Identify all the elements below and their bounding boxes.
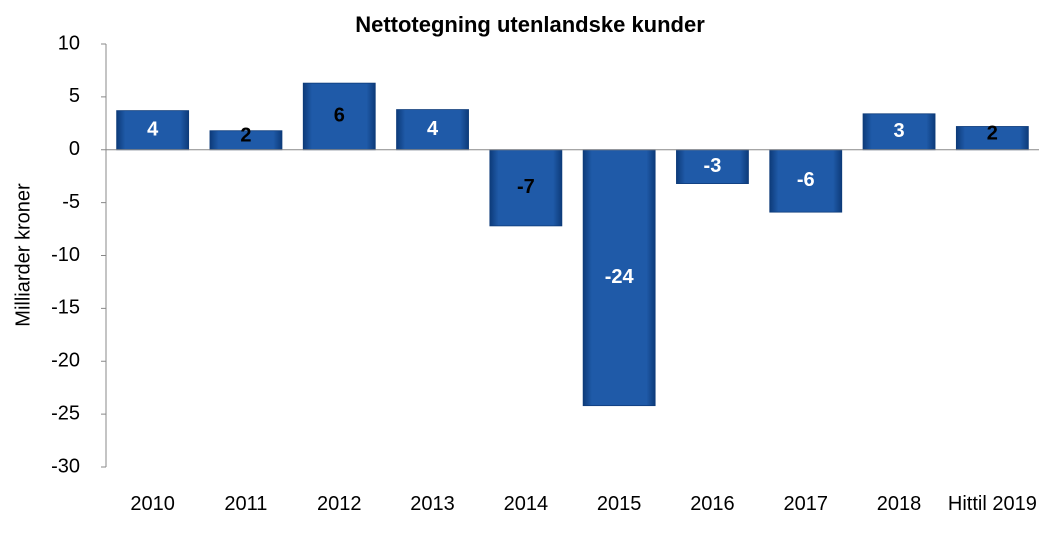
value-label: 4 (147, 118, 159, 140)
x-tick-label: 2012 (317, 493, 362, 515)
y-tick-label: 5 (69, 85, 80, 107)
value-label: 4 (427, 118, 439, 140)
x-tick-label: 2017 (783, 493, 829, 515)
x-tick-label: 2013 (410, 493, 455, 515)
value-label: -6 (797, 169, 815, 191)
x-tick-label: 2015 (596, 493, 642, 515)
bar (396, 109, 469, 151)
bar (489, 149, 563, 227)
x-tick-label: 2011 (224, 493, 268, 515)
value-label: -7 (517, 176, 535, 198)
chart-title: Nettotegning utenlandske kunder (355, 12, 705, 37)
bar (302, 82, 376, 151)
y-tick-label: 0 (69, 138, 80, 160)
bar (116, 110, 190, 151)
bar (582, 149, 656, 407)
bar (862, 113, 936, 151)
y-axis-label: Milliarder kroner (12, 183, 34, 327)
value-label: 2 (987, 122, 998, 144)
x-tick-label: 2016 (690, 493, 735, 515)
bar (769, 149, 843, 213)
value-label: 6 (334, 105, 345, 127)
y-tick-label: -30 (51, 455, 80, 477)
y-tick-label: -5 (62, 191, 80, 213)
value-label: -3 (704, 155, 722, 177)
y-tick-label: -25 (51, 402, 80, 424)
x-tick-label: 2018 (876, 493, 922, 515)
x-tick-label: 2014 (503, 493, 549, 515)
y-tick-label: -10 (51, 244, 80, 266)
value-label: 2 (240, 125, 251, 147)
value-label: 3 (893, 120, 904, 142)
y-tick-label: -20 (51, 350, 80, 372)
x-tick-label: Hittil 2019 (947, 493, 1037, 515)
y-tick-label: 10 (58, 32, 80, 54)
value-label: -24 (605, 266, 635, 288)
y-tick-label: -15 (51, 297, 80, 319)
bar (676, 149, 749, 184)
x-tick-label: 2010 (130, 493, 175, 515)
